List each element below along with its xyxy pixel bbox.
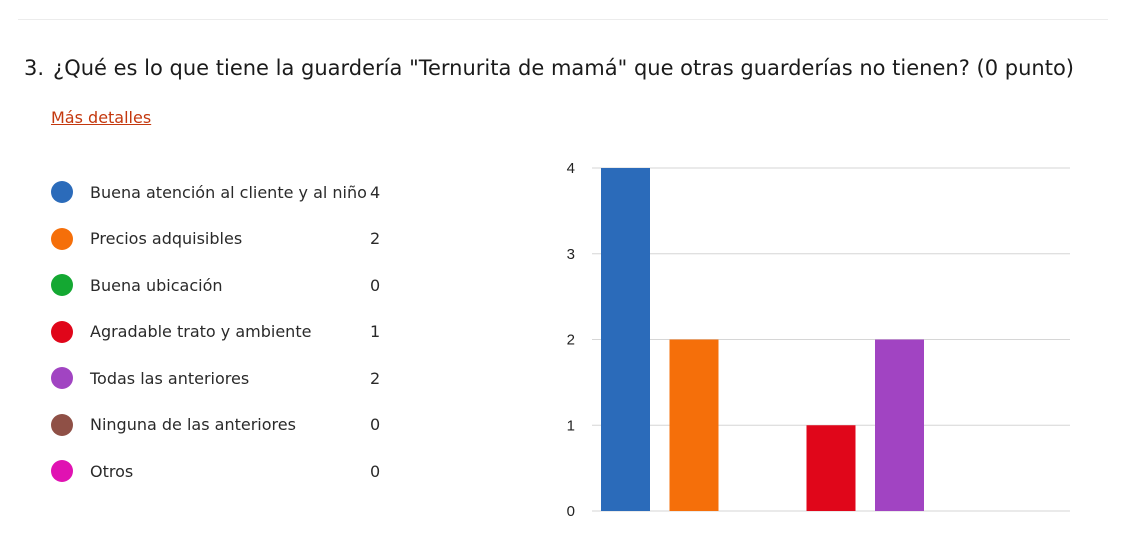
legend-color-swatch [51, 181, 73, 204]
y-tick-label: 4 [567, 160, 575, 177]
more-details-link[interactable]: Más detalles [51, 108, 152, 127]
legend-color-swatch [51, 274, 73, 297]
legend-item: Buena atención al cliente y al niño 4 [51, 169, 391, 216]
legend-item: Buena ubicación 0 [51, 262, 391, 309]
bar-chart: 0 1 2 3 4 [567, 160, 1070, 520]
chart-legend: Buena atención al cliente y al niño 4 Prec… [51, 169, 391, 495]
legend-label: Buena atención al cliente y al niño [90, 182, 367, 202]
legend-label: Agradable trato y ambiente [90, 322, 312, 342]
legend-color-swatch [51, 320, 73, 343]
legend-label: Todas las anteriores [90, 368, 250, 388]
legend-count: 2 [370, 229, 381, 249]
question-title: 3. ¿Qué es lo que tiene la guardería "Ter… [24, 52, 1074, 84]
legend-color-swatch [51, 460, 73, 483]
legend-count: 2 [370, 368, 381, 388]
bar[interactable] [669, 339, 719, 512]
legend-color-swatch [51, 367, 73, 390]
legend-label: Precios adquisibles [90, 229, 243, 249]
legend-count: 0 [370, 275, 381, 295]
legend-item: Ninguna de las anteriores 0 [51, 402, 391, 449]
question-number: 3. [24, 56, 45, 80]
legend-count: 4 [370, 182, 381, 202]
legend-count: 0 [370, 415, 381, 435]
legend-count: 0 [370, 461, 381, 481]
legend-label: Ninguna de las anteriores [90, 415, 296, 435]
legend-label: Otros [90, 461, 134, 481]
legend-item: Agradable trato y ambiente 1 [51, 309, 391, 356]
section-divider [18, 19, 1108, 20]
bar[interactable] [806, 425, 856, 511]
y-tick-label: 1 [567, 417, 575, 434]
legend-item: Precios adquisibles 2 [51, 216, 391, 263]
y-tick-label: 3 [567, 246, 575, 263]
bar[interactable] [601, 168, 650, 511]
legend-count: 1 [370, 322, 381, 342]
bar[interactable] [875, 339, 924, 512]
legend-item: Otros 0 [51, 448, 391, 495]
legend-color-swatch [51, 227, 73, 250]
y-tick-label: 0 [567, 503, 575, 520]
legend-item: Todas las anteriores 2 [51, 355, 391, 402]
question-text: ¿Qué es lo que tiene la guardería "Ternu… [53, 56, 1074, 80]
legend-color-swatch [51, 413, 73, 436]
y-tick-label: 2 [567, 332, 575, 349]
legend-label: Buena ubicación [90, 275, 223, 295]
